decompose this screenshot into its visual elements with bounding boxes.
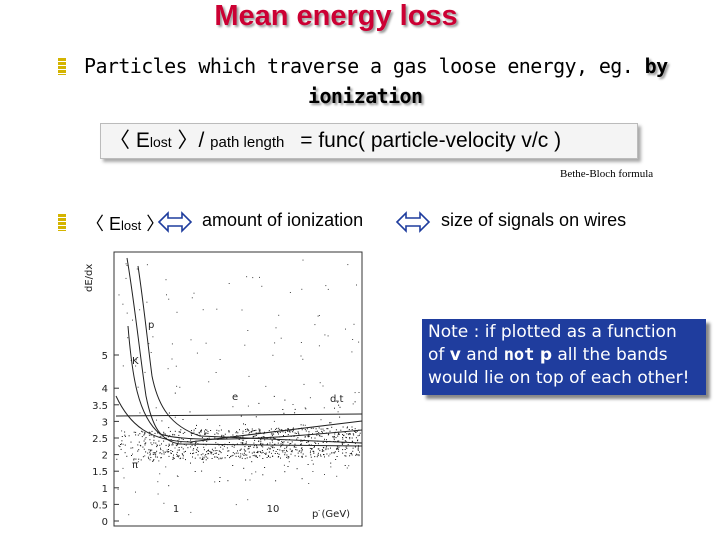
double-arrow-icon: [157, 211, 193, 233]
note-line3: would lie on top of each other!: [428, 368, 690, 388]
note-not: not: [503, 345, 535, 365]
y-tick-label: 1: [102, 484, 108, 495]
y-tick-label: 1.5: [92, 467, 108, 478]
x-tick-label: 1: [173, 504, 179, 515]
band-kaon: [127, 325, 363, 440]
y-tick-label: 0: [102, 517, 108, 528]
note-line2: of v and not p all the bands: [428, 344, 700, 367]
y-tick-label: 3.5: [92, 401, 108, 412]
note-v: v: [449, 345, 461, 365]
bullet-marker: [58, 58, 66, 75]
formula-function: = func( particle-velocity v/c ): [300, 129, 562, 152]
note-all-bands: all the bands: [557, 345, 668, 365]
y-tick-label: 3: [102, 417, 108, 428]
note-and: and: [466, 345, 499, 365]
formula-elost-open: 〈 E: [109, 129, 150, 152]
band-label-e: e: [232, 392, 238, 403]
y-tick-label: 0.5: [92, 500, 108, 511]
x-axis-label: p (GeV): [312, 509, 350, 520]
dedx-plot: 543.532.521.510.501 10 dE/dx p (GeV) p K …: [84, 251, 363, 528]
band-pion: [115, 395, 363, 443]
bullet2-signals: size of signals on wires: [441, 210, 627, 230]
note-line1: Note : if plotted as a function: [428, 322, 677, 342]
page-title: Mean energy loss: [214, 0, 458, 32]
axis-ticks: 5 4 3.5 3 2.5 2 1.5 1 0.5 0 1 10: [92, 351, 279, 528]
y-axis-label: dE/dx: [84, 264, 95, 292]
bullet1-text: Particles which traverse a gas loose ene…: [84, 54, 668, 78]
band-electron: [115, 413, 363, 417]
bethe-bloch-label: Bethe-Bloch formula: [560, 168, 654, 180]
y-tick-label: 5: [102, 351, 108, 362]
double-arrow-icon: [395, 211, 431, 233]
y-tick-label: 2.5: [92, 434, 108, 445]
formula-elost-close: 〉/: [177, 129, 205, 152]
bullet1-text-ionization: ionization: [308, 84, 423, 108]
bullet2-elost: 〈 Elost 〉: [86, 210, 164, 236]
formula-elost-sub: lost: [149, 134, 172, 150]
y-tick-label: 2: [102, 451, 108, 462]
formula-path-length: path length: [210, 134, 285, 151]
bullet1-text-plain: Particles which traverse a gas loose ene…: [84, 54, 634, 78]
bullet2-amount: amount of ionization: [202, 210, 364, 230]
bullet2-elost-open: 〈 E: [86, 214, 122, 234]
y-tick-label: 4: [102, 384, 108, 395]
note-p: p: [539, 345, 552, 365]
bullet2-elost-close: 〉: [146, 214, 165, 234]
note-box: Note : if plotted as a function of v and…: [422, 319, 706, 395]
bullet1-text-by: by: [644, 54, 668, 78]
band-label-k: K: [132, 356, 139, 367]
bullet-marker: [58, 214, 66, 231]
formula-box: 〈 Elost 〉/ path length = func( particle-…: [100, 123, 638, 159]
band-label-dt: d,t: [330, 394, 344, 405]
band-label-pi: π: [132, 460, 138, 471]
x-tick-label: 10: [267, 504, 280, 515]
note-of: of: [428, 345, 445, 365]
bullet2-elost-sub: lost: [121, 218, 142, 233]
band-proton: [137, 265, 363, 444]
band-label-p: p: [148, 320, 154, 331]
